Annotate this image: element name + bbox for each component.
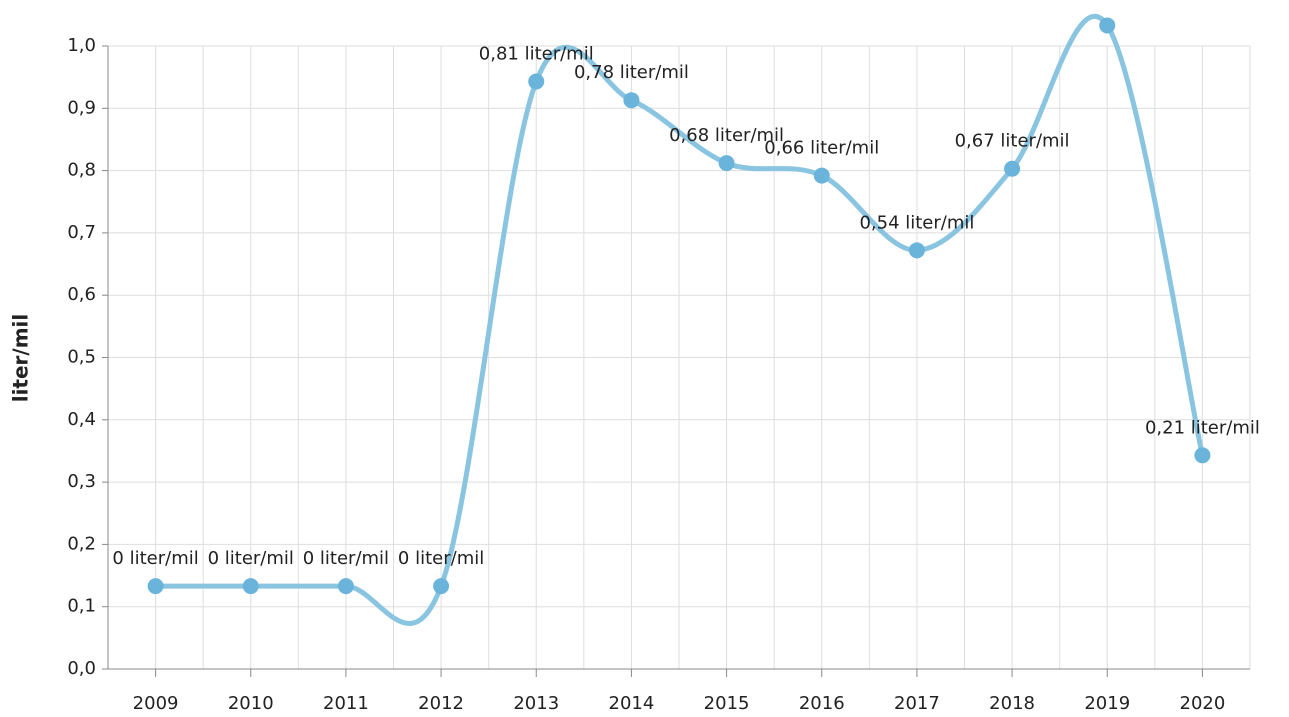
y-tick-label: 1,0	[67, 35, 96, 56]
y-tick-label: 0,5	[67, 347, 96, 368]
y-tick-label: 0,9	[67, 97, 96, 118]
x-tick-label: 2016	[799, 693, 845, 714]
point	[242, 578, 259, 595]
x-tick-label: 2012	[418, 693, 464, 714]
point	[1099, 17, 1116, 34]
x-tick-label: 2011	[323, 693, 369, 714]
y-tick-label: 0,2	[67, 533, 96, 554]
data-label: 0,68 liter/mil	[669, 125, 784, 146]
point	[623, 92, 640, 109]
y-tick-label: 0,6	[67, 284, 96, 305]
data-label: 0 liter/mil	[208, 548, 294, 569]
point	[337, 578, 354, 595]
point	[908, 242, 925, 259]
point	[1194, 447, 1211, 464]
line	[153, 13, 1205, 626]
point	[1004, 160, 1021, 177]
data-label: 0,81 liter/mil	[479, 44, 594, 65]
data-label: 0 liter/mil	[112, 548, 198, 569]
y-tick-label: 0,0	[67, 658, 96, 679]
point	[718, 155, 735, 172]
y-tick-label: 0,7	[67, 222, 96, 243]
x-tick-label: 2018	[989, 693, 1035, 714]
data-label: 0,54 liter/mil	[859, 212, 974, 233]
data-label: 0 liter/mil	[303, 548, 389, 569]
x-tick-label: 2014	[609, 693, 655, 714]
x-tick-label: 2020	[1180, 693, 1226, 714]
x-tick-label: 2017	[894, 693, 940, 714]
data-label: 0,67 liter/mil	[955, 131, 1070, 152]
point	[147, 578, 164, 595]
data-label: 0,66 liter/mil	[764, 138, 879, 159]
data-label: 0,21 liter/mil	[1145, 417, 1260, 438]
x-tick-label: 2010	[228, 693, 274, 714]
y-tick-label: 0,1	[67, 596, 96, 617]
y-tick-label: 0,8	[67, 160, 96, 181]
data-label: 0 liter/mil	[398, 548, 484, 569]
data-label: 0,78 liter/mil	[574, 62, 689, 83]
point	[433, 578, 450, 595]
x-tick-label: 2009	[133, 693, 179, 714]
y-tick-label: 0,3	[67, 471, 96, 492]
y-tick-label: 0,4	[67, 409, 96, 430]
point	[528, 73, 545, 90]
point	[813, 167, 830, 184]
x-tick-label: 2013	[513, 693, 559, 714]
x-tick-label: 2015	[704, 693, 750, 714]
y-axis-label: liter/mil	[9, 314, 33, 403]
x-tick-label: 2019	[1084, 693, 1130, 714]
